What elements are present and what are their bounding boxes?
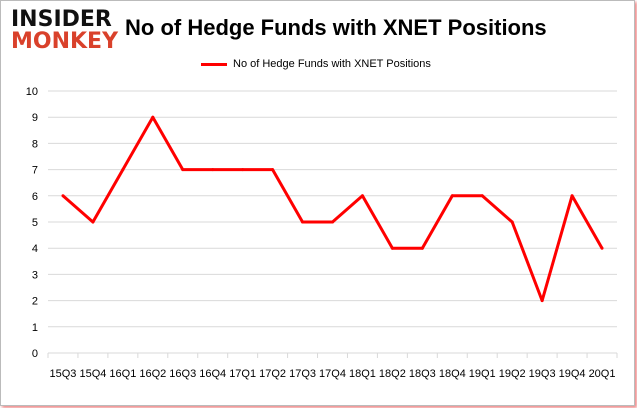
x-tick-label: 18Q1 <box>349 368 376 380</box>
data-point <box>600 246 604 250</box>
data-point <box>271 168 275 172</box>
legend-label: No of Hedge Funds with XNET Positions <box>233 58 431 70</box>
x-tick-label: 18Q4 <box>439 368 466 380</box>
data-point <box>360 194 364 198</box>
y-tick-label: 3 <box>32 269 38 281</box>
y-tick-label: 10 <box>26 86 38 98</box>
data-point <box>121 168 125 172</box>
data-point <box>480 194 484 198</box>
x-tick-label: 19Q4 <box>559 368 586 380</box>
x-tick-label: 18Q2 <box>379 368 406 380</box>
data-point <box>241 168 245 172</box>
y-tick-label: 5 <box>32 217 38 229</box>
data-point <box>211 168 215 172</box>
data-point <box>540 299 544 303</box>
x-tick-label: 16Q2 <box>139 368 166 380</box>
x-tick-label: 20Q1 <box>589 368 616 380</box>
x-tick-label: 15Q4 <box>79 368 106 380</box>
insider-monkey-logo: INSIDER MONKEY <box>11 9 121 53</box>
x-tick-label: 19Q3 <box>529 368 556 380</box>
x-tick-label: 15Q3 <box>50 368 77 380</box>
x-tick-label: 16Q4 <box>199 368 226 380</box>
x-tick-label: 17Q1 <box>229 368 256 380</box>
y-tick-label: 9 <box>32 112 38 124</box>
data-point <box>450 194 454 198</box>
x-tick-label: 16Q3 <box>169 368 196 380</box>
x-tick-label: 18Q3 <box>409 368 436 380</box>
chart-title: No of Hedge Funds with XNET Positions <box>125 15 547 40</box>
data-point <box>151 115 155 119</box>
legend-swatch <box>201 62 227 66</box>
x-tick-label: 19Q1 <box>469 368 496 380</box>
logo-line2: MONKEY <box>11 29 119 54</box>
data-point <box>570 194 574 198</box>
data-point <box>61 194 65 198</box>
y-tick-label: 1 <box>32 322 38 334</box>
y-tick-label: 6 <box>32 191 38 203</box>
x-tick-label: 19Q2 <box>499 368 526 380</box>
data-point <box>181 168 185 172</box>
y-tick-label: 4 <box>32 243 38 255</box>
series-line <box>61 115 604 303</box>
x-tick-label: 17Q2 <box>259 368 286 380</box>
y-tick-label: 2 <box>32 296 38 308</box>
data-point <box>331 220 334 224</box>
data-point <box>301 220 305 224</box>
legend: No of Hedge Funds with XNET Positions <box>201 58 431 70</box>
data-point <box>420 246 424 250</box>
logo-line1: INSIDER <box>11 7 112 32</box>
data-point <box>510 220 514 224</box>
data-point <box>390 246 394 250</box>
x-tick-label: 17Q3 <box>289 368 316 380</box>
data-point <box>91 220 95 224</box>
y-tick-label: 7 <box>32 165 38 177</box>
x-tick-label: 16Q1 <box>109 368 136 380</box>
x-tick-label: 17Q4 <box>319 368 346 380</box>
y-tick-label: 0 <box>32 348 38 360</box>
y-tick-label: 8 <box>32 138 38 150</box>
